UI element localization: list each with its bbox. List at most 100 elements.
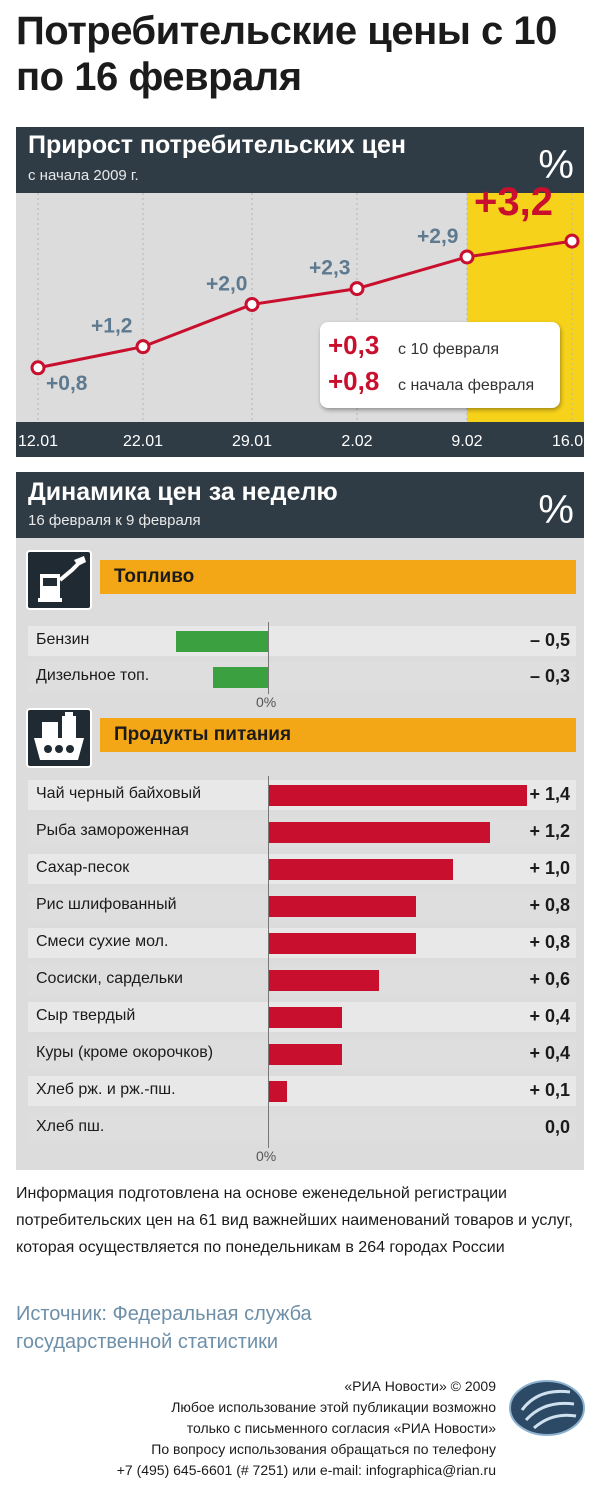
weekly-panel: Динамика цен за неделю 16 февраля к 9 фе…	[16, 472, 584, 1170]
row-label: Рыба замороженная	[36, 822, 189, 839]
row-value: – 0,3	[529, 666, 570, 686]
category-fuel-label: Топливо	[114, 566, 195, 587]
weekly-subtitle: 16 февраля к 9 февраля	[28, 512, 201, 529]
weekly-title: Динамика цен за неделю	[28, 478, 338, 506]
row-label: Сосиски, сардельки	[36, 970, 183, 987]
row-value: + 0,8	[529, 895, 570, 915]
category-fuel-bar: Топливо	[100, 560, 576, 594]
table-row: Сосиски, сардельки + 0,6	[28, 965, 576, 995]
table-row: Хлеб рж. и рж.-пш. + 0,1	[28, 1076, 576, 1106]
row-label: Рис шлифованный	[36, 896, 177, 913]
growth-callout: +0,3 с 10 февраля +0,8 с начала февраля	[320, 322, 560, 408]
data-point	[349, 281, 365, 297]
data-point	[135, 339, 151, 355]
row-value: + 1,2	[529, 821, 570, 841]
table-row: Хлеб пш. 0,0	[28, 1113, 576, 1143]
table-row: Рыба замороженная + 1,2	[28, 817, 576, 847]
table-row: Сахар-песок + 1,0	[28, 854, 576, 884]
data-label: +2,0	[206, 272, 247, 295]
row-label: Сахар-песок	[36, 859, 130, 876]
category-food: Продукты питания	[26, 708, 576, 768]
x-tick-label: 12.01	[18, 433, 58, 450]
bar	[175, 631, 268, 652]
x-tick-label: 2.02	[341, 433, 372, 450]
bar	[268, 785, 527, 806]
bar	[268, 859, 453, 880]
zero-label: 0%	[256, 1148, 277, 1164]
credit-line: только с письменного согласия «РИА Новос…	[186, 1420, 496, 1436]
row-label: Хлеб пш.	[36, 1118, 105, 1135]
data-point	[244, 296, 260, 312]
callout-month-row: +0,8 с начала февраля	[328, 366, 534, 396]
percent-sign: %	[538, 488, 574, 532]
zero-label: 0%	[256, 694, 277, 710]
credit-line: Любое использование этой публикации возм…	[171, 1399, 496, 1415]
bar	[268, 1081, 287, 1102]
callout-week-value: +0,3	[328, 330, 380, 360]
growth-title: Прирост потребительских цен	[28, 131, 406, 159]
data-label: +2,3	[309, 257, 350, 280]
row-value: + 1,4	[529, 784, 570, 804]
weekly-panel-header: Динамика цен за неделю 16 февраля к 9 фе…	[16, 472, 584, 538]
row-label: Смеси сухие мол.	[36, 933, 169, 950]
credit-line: По вопросу использования обращаться по т…	[151, 1441, 496, 1457]
row-value: + 1,0	[529, 858, 570, 878]
category-fuel: Топливо	[26, 550, 576, 610]
callout-month-label: с начала февраля	[398, 377, 535, 394]
row-value: + 0,1	[529, 1080, 570, 1100]
row-value: + 0,4	[529, 1006, 570, 1026]
ria-novosti-logo	[508, 1378, 586, 1438]
x-axis-strip	[16, 422, 584, 457]
bar	[268, 1044, 342, 1065]
grocery-basket-icon	[26, 708, 92, 768]
table-row: Сыр твердый + 0,4	[28, 1002, 576, 1032]
callout-week-label: с 10 февраля	[398, 341, 500, 358]
data-label: +2,9	[417, 225, 458, 248]
table-row: Чай черный байховый + 1,4	[28, 780, 576, 810]
x-tick-label: 29.01	[232, 433, 272, 450]
row-label: Дизельное топ.	[36, 667, 150, 684]
zero-line	[268, 776, 269, 1148]
x-tick-label: 9.02	[451, 433, 482, 450]
page-title: Потребительские цены с 10 по 16 февраля	[16, 9, 557, 99]
growth-panel: Прирост потребительских цен с начала 200…	[16, 127, 584, 457]
bar	[268, 933, 416, 954]
row-label: Хлеб рж. и рж.-пш.	[36, 1081, 176, 1098]
credit-line: +7 (495) 645-6601 (# 7251) или e-mail: i…	[116, 1462, 496, 1478]
zero-line	[268, 622, 269, 694]
category-food-label: Продукты питания	[114, 724, 292, 745]
fuel-pump-icon	[26, 550, 92, 610]
row-label: Бензин	[36, 631, 90, 648]
table-row: Смеси сухие мол. + 0,8	[28, 928, 576, 958]
growth-subtitle: с начала 2009 г.	[28, 167, 139, 184]
bar	[268, 970, 379, 991]
credit-line: «РИА Новости» © 2009	[344, 1378, 496, 1394]
percent-sign: %	[538, 143, 574, 187]
data-point	[459, 249, 475, 265]
data-label: +3,2	[474, 180, 553, 224]
row-label: Чай черный байховый	[36, 785, 202, 802]
credits: «РИА Новости» © 2009 Любое использование…	[26, 1376, 496, 1481]
callout-week-row: +0,3 с 10 февраля	[328, 330, 499, 360]
source-text: Источник: Федеральная служба государстве…	[16, 1303, 312, 1353]
row-value: + 0,6	[529, 969, 570, 989]
table-row: Дизельное топ. – 0,3	[28, 662, 576, 692]
bar	[268, 822, 490, 843]
table-row: Бензин – 0,5	[28, 626, 576, 656]
row-label: Куры (кроме окорочков)	[36, 1044, 214, 1061]
row-label: Сыр твердый	[36, 1007, 136, 1024]
methodology-note: Информация подготовлена на основе еженед…	[16, 1185, 573, 1256]
x-tick-label: 16.02	[552, 433, 584, 450]
data-point	[30, 360, 46, 376]
data-point	[564, 233, 580, 249]
x-tick-label: 22.01	[123, 433, 163, 450]
table-row: Куры (кроме окорочков) + 0,4	[28, 1039, 576, 1069]
bar	[212, 667, 268, 688]
table-row: Рис шлифованный + 0,8	[28, 891, 576, 921]
series-line	[37, 239, 573, 370]
row-value: – 0,5	[529, 630, 570, 650]
growth-line-chart: +0,8 +1,2 +2,0 +2,3 +2,9 +3,2 12.01 22.01 29.01 2…	[18, 180, 584, 450]
data-label: +0,8	[46, 372, 88, 395]
row-value: + 0,4	[529, 1043, 570, 1063]
row-value: + 0,8	[529, 932, 570, 952]
